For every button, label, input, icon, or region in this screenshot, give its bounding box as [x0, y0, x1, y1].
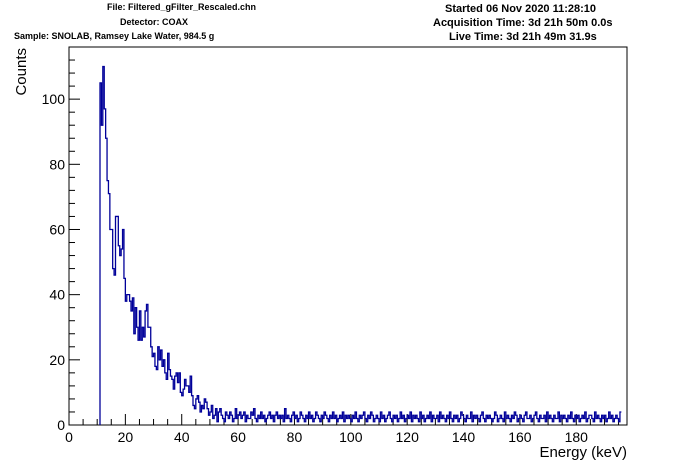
- x-tick-label: 60: [230, 429, 246, 445]
- y-tick-label: 100: [42, 91, 66, 107]
- file-label: File: Filtered_gFilter_Rescaled.chn: [107, 2, 257, 12]
- x-tick-label: 20: [118, 429, 134, 445]
- sample-label: Sample: SNOLAB, Ramsey Lake Water, 984.5…: [14, 31, 215, 41]
- y-tick-label: 0: [57, 417, 65, 433]
- live-time-label: Live Time: 3d 21h 49m 31.9s: [449, 31, 597, 43]
- started-label: Started 06 Nov 2020 11:28:10: [445, 3, 597, 15]
- x-tick-label: 80: [287, 429, 303, 445]
- x-tick-label: 180: [565, 429, 589, 445]
- x-tick-label: 100: [339, 429, 363, 445]
- plot-frame: [68, 46, 628, 426]
- x-axis-title: Energy (keV): [539, 444, 627, 461]
- x-tick-label: 0: [65, 429, 73, 445]
- plot-area: 0 20 40 60 80 100 120 140 160 180 0 20 40 60 80 100: [42, 46, 628, 445]
- y-tick-label: 60: [49, 221, 65, 237]
- y-tick-label: 20: [49, 352, 65, 368]
- x-tick-label: 160: [508, 429, 532, 445]
- x-tick-label: 40: [174, 429, 190, 445]
- y-axis-title: Counts: [13, 48, 30, 96]
- x-tick-label: 140: [452, 429, 476, 445]
- spectrum-series: [99, 65, 622, 425]
- detector-label: Detector: COAX: [120, 17, 189, 27]
- x-tick-label: 120: [396, 429, 420, 445]
- y-tick-label: 40: [49, 287, 65, 303]
- y-tick-label: 80: [49, 156, 65, 172]
- acquisition-time-label: Acquisition Time: 3d 21h 50m 0.0s: [433, 17, 613, 29]
